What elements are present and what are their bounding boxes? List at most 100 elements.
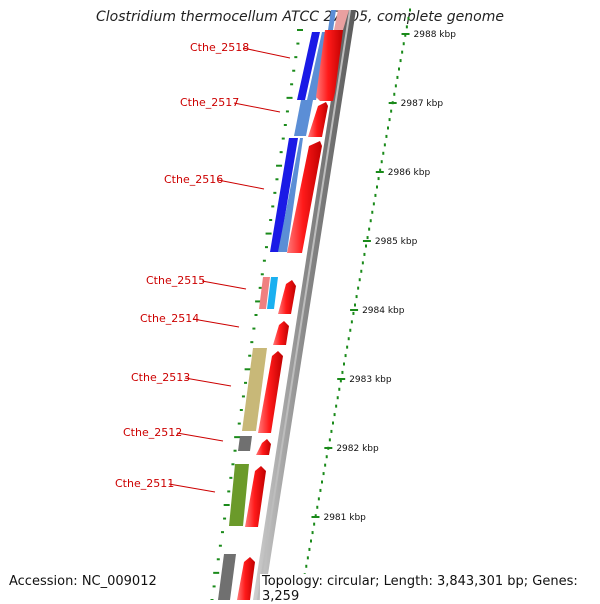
ring-dot xyxy=(385,134,388,138)
reverse-cds-2515b xyxy=(267,277,278,309)
ring-dot xyxy=(341,370,344,374)
ring-dot xyxy=(369,219,372,223)
ring-dot xyxy=(405,25,408,29)
cds-arrow-top xyxy=(334,10,349,30)
reverse-cds-2517 xyxy=(294,100,313,136)
ring-dot xyxy=(354,303,356,307)
ring-dot xyxy=(305,564,308,568)
ring-dot xyxy=(360,269,363,273)
gene-label-cthe-2515: Cthe_2515 xyxy=(146,274,205,287)
reverse-cds-2515 xyxy=(259,277,270,309)
ring-dot xyxy=(394,84,397,88)
reverse-cds-top xyxy=(328,10,336,30)
scale-label: 2984 kbp xyxy=(362,306,405,316)
ring-dot xyxy=(330,429,333,433)
ring-dot xyxy=(325,455,328,459)
ring-dot xyxy=(396,75,399,79)
ring-dot xyxy=(344,354,347,358)
reverse-cds-2516b xyxy=(278,138,303,252)
gene-label-cthe-2513: Cthe_2513 xyxy=(131,371,190,384)
backbone xyxy=(253,10,356,600)
scale-label: 2986 kbp xyxy=(388,168,431,178)
ring-dot xyxy=(398,67,400,71)
reverse-cds-2510 xyxy=(218,554,236,600)
ring-dot xyxy=(401,50,404,54)
cds-arrow-2517 xyxy=(308,102,328,137)
ring-dot xyxy=(338,387,341,391)
ring-dot xyxy=(343,362,345,366)
reverse-cds-2516 xyxy=(270,138,298,252)
ring-dot xyxy=(393,92,396,96)
ring-dot xyxy=(372,202,375,206)
ring-dot xyxy=(374,193,377,197)
ring-dot xyxy=(379,168,382,172)
cds-arrow-2514 xyxy=(273,321,289,345)
ring-dot xyxy=(361,261,364,265)
ring-dot xyxy=(328,438,331,442)
cds-arrow-2512 xyxy=(256,439,271,455)
ring-dot xyxy=(355,295,358,299)
ring-dot xyxy=(407,16,410,20)
ring-dot xyxy=(311,531,314,535)
ring-dot xyxy=(335,404,338,408)
gene-labels: Cthe_2518 Cthe_2517 Cthe_2516 Cthe_2515 … xyxy=(115,41,249,490)
ring-dot xyxy=(358,278,361,282)
ring-dot xyxy=(324,463,327,467)
gene-label-cthe-2514: Cthe_2514 xyxy=(140,312,199,325)
ring-dot xyxy=(317,497,320,501)
scale-labels: 2988 kbp 2987 kbp 2986 kbp 2985 kbp 2984 kbp… xyxy=(311,30,456,523)
ring-dot xyxy=(347,337,350,341)
ring-dot xyxy=(332,421,334,425)
ring-dot xyxy=(387,126,389,130)
cds-arrow-2511 xyxy=(245,466,266,527)
ring-dot xyxy=(336,396,339,400)
ring-dot xyxy=(382,151,385,155)
scale-label: 2982 kbp xyxy=(336,444,379,454)
ring-dot xyxy=(376,185,378,189)
forward-cds xyxy=(237,10,349,600)
ring-dot xyxy=(313,522,316,526)
reverse-cds-2518 xyxy=(297,32,320,100)
ring-dot xyxy=(322,472,325,476)
scale-label: 2988 kbp xyxy=(414,30,457,40)
ring-dot xyxy=(366,236,369,240)
ring-dot xyxy=(306,556,309,560)
ring-dot xyxy=(314,514,317,518)
ring-dot xyxy=(316,505,319,509)
gene-label-cthe-2517: Cthe_2517 xyxy=(180,96,239,109)
ring-dot xyxy=(377,177,380,181)
ring-dot xyxy=(368,227,371,231)
gene-label-cthe-2516: Cthe_2516 xyxy=(164,173,223,186)
ring-dot xyxy=(333,413,336,417)
ring-dot xyxy=(404,33,407,37)
cds-arrow-2516 xyxy=(287,141,322,253)
ring-dot xyxy=(321,480,323,484)
ring-dot xyxy=(339,379,342,383)
ring-dot xyxy=(409,8,411,12)
ring-dot xyxy=(352,311,355,315)
ring-dot xyxy=(383,143,386,147)
cds-arrow-2518 xyxy=(316,30,343,101)
ring-dot xyxy=(390,109,393,113)
ring-dot xyxy=(308,547,311,551)
ring-dot xyxy=(380,160,383,164)
gene-label-cthe-2511: Cthe_2511 xyxy=(115,477,174,490)
ring-dot xyxy=(310,539,312,543)
ring-dot xyxy=(388,118,391,122)
genome-summary-text: Topology: circular; Length: 3,843,301 bp… xyxy=(260,574,600,604)
cds-arrow-2515 xyxy=(278,280,296,314)
reverse-features xyxy=(218,10,336,600)
reverse-cds-2512 xyxy=(238,436,252,451)
reverse-cds-2513 xyxy=(242,348,267,431)
ring-dot xyxy=(350,320,353,324)
gene-label-cthe-2512: Cthe_2512 xyxy=(123,426,182,439)
cds-arrow-2510 xyxy=(237,557,255,600)
reverse-cds-2511 xyxy=(229,464,249,526)
cds-arrow-2513 xyxy=(258,351,283,433)
label-leaders xyxy=(168,47,291,493)
ring-dot xyxy=(363,252,366,256)
ring-dot xyxy=(349,328,352,332)
ring-dot xyxy=(402,42,405,46)
scale-label: 2981 kbp xyxy=(323,513,366,523)
